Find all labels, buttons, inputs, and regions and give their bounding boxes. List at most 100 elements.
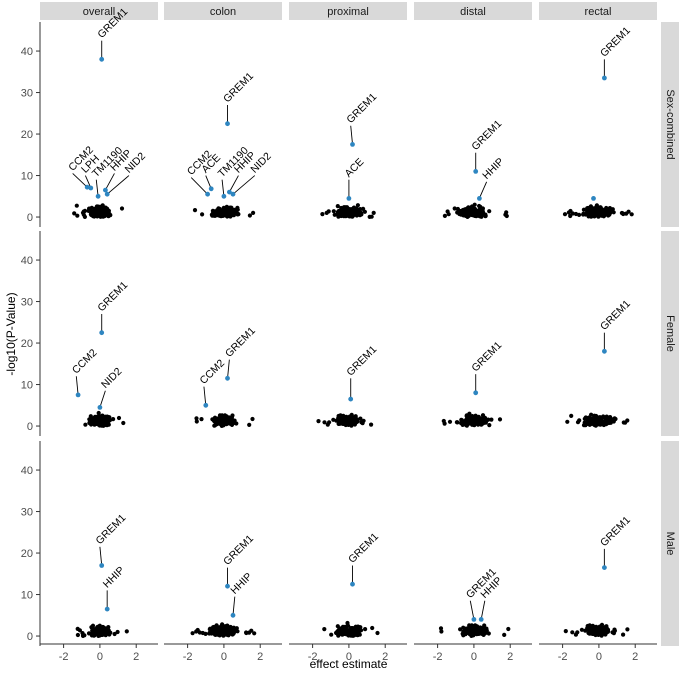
gene-point bbox=[229, 628, 234, 633]
gene-point bbox=[504, 213, 509, 219]
gene-point bbox=[247, 422, 252, 427]
gene-point bbox=[566, 210, 572, 215]
gene-point bbox=[465, 209, 471, 214]
gene-point bbox=[568, 213, 573, 219]
gene-point bbox=[594, 203, 600, 208]
x-tick-label: 2 bbox=[257, 651, 263, 663]
gene-point bbox=[613, 416, 618, 422]
gene-point bbox=[335, 204, 340, 209]
gene-point bbox=[83, 422, 88, 427]
gene-point bbox=[192, 208, 198, 213]
label-leader-line bbox=[72, 173, 88, 188]
panel-male-overall: GREM1 HHIP bbox=[75, 512, 129, 639]
highlight-point bbox=[591, 196, 596, 201]
gene-point bbox=[362, 209, 367, 214]
column-strip-rectal: rectal bbox=[585, 6, 612, 18]
gene-point bbox=[194, 416, 199, 421]
gene-point bbox=[339, 626, 344, 631]
gene-point bbox=[215, 208, 220, 213]
panel-male-colon: GREM1 HHIP bbox=[190, 533, 257, 638]
gene-point bbox=[244, 630, 249, 635]
gene-point bbox=[353, 414, 358, 419]
x-tick-label: -2 bbox=[308, 651, 318, 663]
gene-point bbox=[124, 629, 129, 634]
gene-label-grem1: GREM1 bbox=[95, 279, 130, 314]
gene-point bbox=[455, 420, 460, 425]
gene-point bbox=[226, 627, 231, 632]
gene-point bbox=[98, 418, 103, 423]
gene-point bbox=[579, 627, 585, 632]
gene-point bbox=[343, 421, 348, 426]
highlight-point-grem1 bbox=[602, 565, 607, 570]
gene-point bbox=[100, 211, 105, 216]
column-strip-colon: colon bbox=[210, 6, 236, 18]
gene-label-ace: ACE bbox=[343, 156, 367, 180]
highlight-point-hhip bbox=[478, 617, 484, 622]
gene-label-grem1: GREM1 bbox=[344, 343, 379, 378]
label-leader-line bbox=[99, 390, 106, 408]
column-strip-distal: distal bbox=[460, 6, 486, 18]
highlight-point-ccm2 bbox=[84, 184, 90, 190]
y-tick-label: 10 bbox=[21, 171, 33, 183]
gene-point bbox=[324, 210, 329, 215]
gene-point bbox=[583, 628, 588, 633]
gene-point bbox=[227, 415, 232, 420]
gene-point bbox=[471, 422, 476, 427]
gene-point bbox=[220, 622, 225, 627]
gene-label-grem1: GREM1 bbox=[598, 24, 633, 59]
gene-point bbox=[231, 625, 236, 630]
x-tick-label: 0 bbox=[471, 651, 477, 663]
gene-point bbox=[590, 630, 595, 635]
gene-point bbox=[210, 208, 215, 213]
gene-point bbox=[92, 422, 97, 427]
row-strip-male: Male bbox=[664, 532, 676, 556]
gene-point bbox=[98, 632, 103, 637]
gene-point bbox=[212, 415, 218, 420]
y-tick-label: 0 bbox=[27, 631, 33, 643]
gene-point bbox=[587, 418, 593, 423]
gene-point bbox=[349, 414, 354, 420]
gene-point bbox=[629, 212, 634, 217]
x-tick-label: 0 bbox=[596, 651, 602, 663]
row-strip-sex-combined: Sex-combined bbox=[664, 89, 676, 159]
strip-sex-combined-bg bbox=[661, 22, 679, 227]
gene-point bbox=[214, 623, 219, 628]
gene-point bbox=[105, 631, 110, 636]
gene-point bbox=[212, 213, 217, 218]
highlight-point-ace bbox=[208, 186, 214, 192]
gene-point bbox=[370, 625, 375, 631]
gene-point bbox=[473, 418, 478, 423]
gene-point bbox=[320, 212, 325, 217]
gene-label-grem1: GREM1 bbox=[221, 70, 256, 105]
gene-point bbox=[438, 626, 444, 631]
gene-point bbox=[331, 209, 336, 214]
gene-point bbox=[355, 203, 360, 208]
label-leader-line bbox=[190, 177, 208, 195]
y-tick-label: 40 bbox=[21, 255, 33, 267]
label-leader-line bbox=[95, 179, 99, 197]
highlight-point-ccm2 bbox=[203, 402, 209, 408]
panel-female-rectal: GREM1 bbox=[565, 298, 633, 428]
gene-point bbox=[585, 206, 590, 211]
label-leader-line bbox=[75, 376, 79, 395]
gene-point bbox=[72, 211, 77, 216]
label-leader-line bbox=[480, 600, 486, 620]
panel-sex-combined-proximal: GREM1 ACE bbox=[320, 91, 379, 219]
gene-point bbox=[461, 625, 466, 630]
gene-point bbox=[95, 204, 100, 209]
gene-point bbox=[375, 630, 380, 636]
label-leader-line bbox=[221, 179, 225, 197]
gene-point bbox=[207, 631, 212, 636]
gene-point bbox=[216, 419, 221, 424]
gene-point bbox=[581, 423, 587, 428]
label-leader-line bbox=[104, 173, 115, 191]
highlight-point-grem1 bbox=[602, 75, 607, 81]
strip-proximal-bg bbox=[289, 2, 407, 20]
strip-overall-bg bbox=[40, 2, 158, 20]
gene-point bbox=[452, 206, 457, 211]
gene-point bbox=[460, 631, 465, 637]
gene-point bbox=[250, 416, 255, 422]
y-axis-title: -log10(P-Value) bbox=[4, 292, 18, 375]
